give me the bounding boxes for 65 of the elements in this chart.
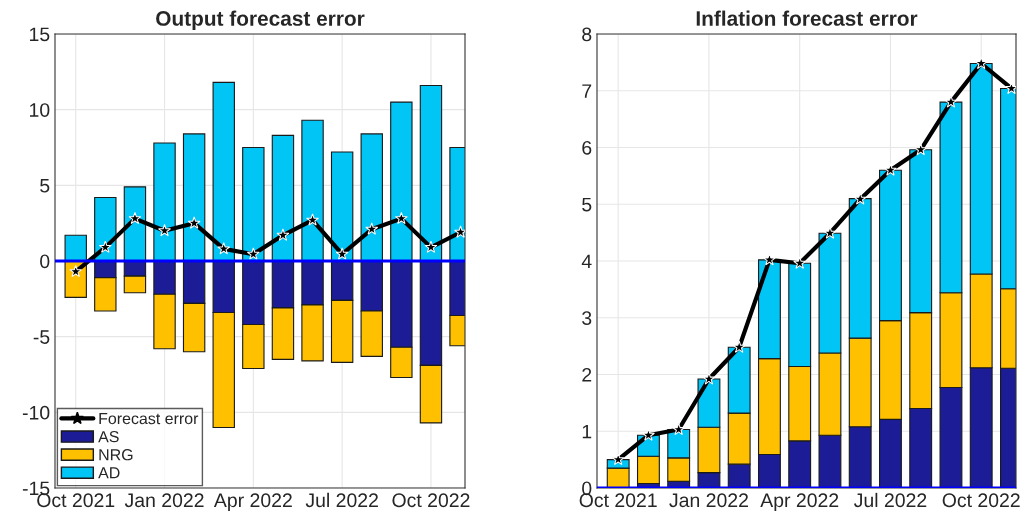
point [69,264,83,278]
y-tick-label: 5 [40,179,50,193]
y-tick-label: 6 [582,140,592,155]
legend-label: AD [98,467,120,479]
chart-title: Output forecast error [156,10,365,30]
y-tick-label: 7 [582,84,592,98]
bar [182,133,206,262]
x-tick-label: Jul 2022 [305,492,378,508]
point [98,240,112,253]
point [883,163,897,176]
point [762,253,776,266]
point [276,228,290,241]
point [335,247,349,260]
x-tick-label: Jan 2022 [669,493,748,508]
point [914,143,928,156]
chart-title: Inflation forecast error [696,10,918,26]
x-tick-label: Apr 2022 [760,493,839,511]
y-tick-label: 3 [582,311,592,325]
bar [330,151,354,262]
point [853,192,867,205]
bar [419,84,443,262]
y-tick-label: 4 [581,254,592,269]
point [793,256,807,269]
point [394,211,408,225]
legend-label: Forecast error [99,413,199,425]
x-tick-label: Apr 2022 [213,493,292,511]
y-tick-label: 5 [582,197,592,212]
bar [212,81,235,262]
y-tick-label: 1 [582,424,592,439]
point [246,247,260,260]
point [702,372,716,385]
x-tick-label: Jul 2022 [854,492,927,508]
point [158,223,171,237]
x-tick-label: Oct 2022 [392,493,470,508]
point [217,242,231,255]
point [974,56,988,70]
bar [242,146,265,262]
bar [301,119,324,262]
y-tick-label: 15 [30,27,50,42]
y-tick-label: -10 [22,405,50,420]
bar [271,134,295,262]
bar [153,142,176,262]
y-tick-label: 2 [582,367,592,382]
bar [64,234,87,262]
point [732,340,746,353]
point [128,211,142,225]
bar [360,133,383,262]
x-tick-label: Oct 2022 [942,493,1020,508]
point [944,95,958,108]
y-tick-label: 10 [30,103,50,117]
y-tick-label: -5 [33,330,50,344]
point [306,213,320,226]
y-tick-label: 8 [582,27,592,42]
legend-label: NRG [99,449,133,461]
x-tick-label: Jan 2022 [124,493,204,508]
point [187,216,201,229]
point [823,226,837,239]
y-tick-label: 0 [40,254,50,269]
point [641,428,655,441]
legend-label: AS [98,430,119,443]
point [611,452,625,466]
point [424,240,438,253]
bar [390,101,413,262]
point [672,422,686,436]
point [365,222,379,235]
